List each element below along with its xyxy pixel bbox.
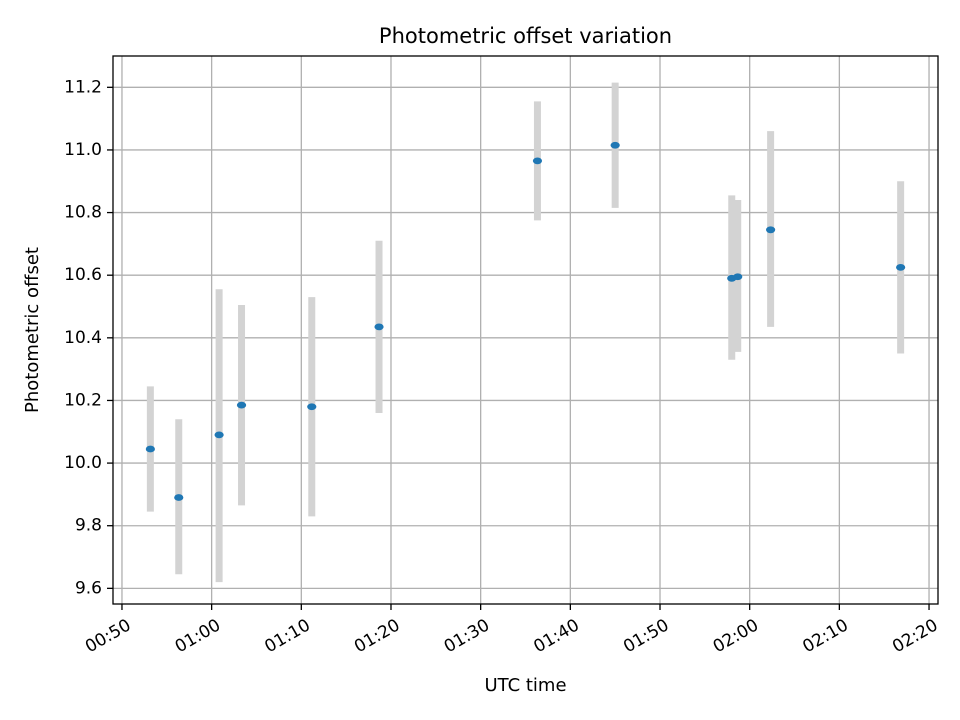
data-point [145, 445, 155, 453]
x-tick-label: 02:20 [889, 615, 941, 657]
grid-lines [113, 56, 938, 604]
chart-title: Photometric offset variation [379, 24, 672, 48]
y-axis-label: Photometric offset [22, 247, 43, 413]
y-tick-label: 10.6 [64, 265, 102, 285]
x-tick-label: 01:50 [620, 615, 672, 657]
data-point [174, 494, 184, 501]
y-tick-label: 10.0 [64, 453, 102, 473]
data-points [145, 141, 906, 501]
data-point [896, 263, 906, 271]
x-tick-label: 01:20 [351, 615, 403, 657]
y-tick-label: 11.2 [64, 77, 102, 97]
data-point [766, 226, 776, 234]
y-tick-label: 10.8 [64, 203, 102, 223]
y-tick-label: 11.0 [64, 140, 102, 160]
y-tick-label: 10.2 [64, 390, 102, 410]
x-tick-label: 00:50 [82, 615, 134, 657]
y-tick-label: 9.8 [75, 516, 102, 536]
x-tick-label: 01:40 [530, 615, 582, 657]
x-axis-label: UTC time [484, 675, 566, 696]
x-tick-label: 02:00 [710, 615, 762, 657]
data-point [214, 431, 224, 439]
plot-frame [112, 55, 939, 605]
data-point [307, 403, 317, 411]
y-tick-label: 10.4 [64, 328, 102, 348]
data-point [610, 141, 620, 149]
axis-ticks: 00:50 01:00 01:10 01:20 01:30 01:40 01:50 02:00… [64, 77, 941, 657]
data-point [733, 273, 743, 281]
data-point [532, 157, 543, 165]
error-bars [146, 82, 905, 583]
x-tick-label: 01:00 [172, 615, 224, 657]
x-tick-label: 01:30 [441, 615, 493, 657]
x-tick-label: 02:10 [799, 615, 851, 657]
y-tick-label: 9.6 [75, 578, 102, 598]
data-point [236, 401, 247, 409]
data-point [374, 323, 384, 331]
x-tick-label: 01:10 [261, 615, 313, 657]
